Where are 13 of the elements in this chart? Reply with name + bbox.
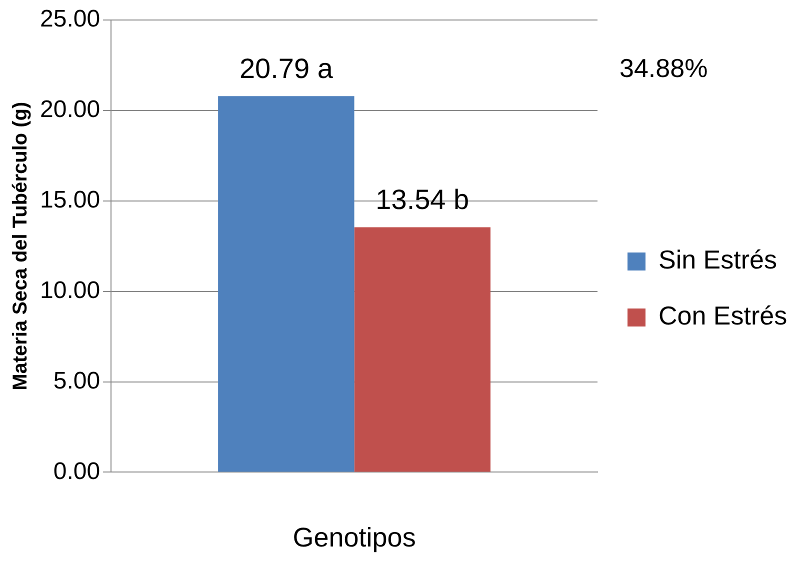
y-tick-label: 0.00 bbox=[53, 458, 100, 485]
x-axis-title: Genotipos bbox=[292, 522, 416, 552]
y-tick-label: 20.00 bbox=[40, 96, 100, 124]
data-label: 20.79 a bbox=[239, 52, 334, 84]
y-tick-label: 10.00 bbox=[40, 276, 100, 304]
data-label: 13.54 b bbox=[376, 184, 470, 216]
y-tick-label: 15.00 bbox=[40, 186, 100, 214]
legend-label: Con Estrés bbox=[658, 300, 788, 331]
y-axis-title: Materia Seca del Tubérculo (g) bbox=[10, 102, 32, 390]
legend-label: Sin Estrés bbox=[658, 244, 777, 275]
text: 34.88% bbox=[620, 53, 708, 84]
y-tick-label: 5.00 bbox=[53, 367, 100, 394]
y-tick-label: 25.00 bbox=[40, 6, 100, 33]
